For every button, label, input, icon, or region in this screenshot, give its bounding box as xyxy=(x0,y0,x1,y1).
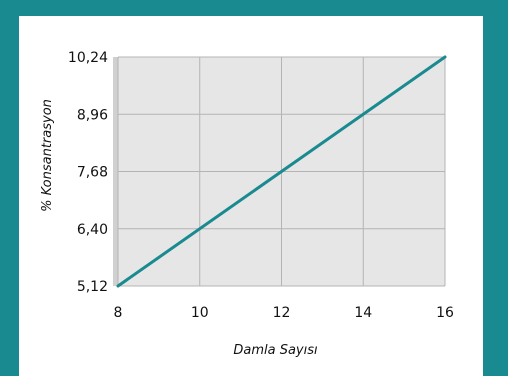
x-tick-label: 16 xyxy=(436,305,454,321)
series-group xyxy=(116,55,447,288)
chart-panel: 8 10 12 14 16 5,12 6,40 7,68 8,96 10,24 Damla Sa… xyxy=(19,16,483,376)
plot-shadow xyxy=(113,57,118,286)
x-tick-label: 10 xyxy=(191,305,209,321)
x-axis-ticks: 8 10 12 14 16 xyxy=(114,305,454,321)
line-chart: 8 10 12 14 16 5,12 6,40 7,68 8,96 10,24 Damla Sa… xyxy=(40,50,454,358)
y-tick-label: 6,40 xyxy=(77,222,108,238)
x-tick-label: 12 xyxy=(273,305,291,321)
y-axis-title: % Konsantrasyon xyxy=(40,99,55,212)
x-tick-label: 14 xyxy=(354,305,372,321)
x-axis-title: Damla Sayısı xyxy=(233,343,318,358)
y-tick-label: 10,24 xyxy=(68,50,108,66)
series-line-0 xyxy=(116,55,447,288)
y-tick-label: 5,12 xyxy=(77,279,108,295)
y-axis-ticks: 5,12 6,40 7,68 8,96 10,24 xyxy=(68,50,108,295)
y-tick-label: 8,96 xyxy=(77,107,108,123)
x-tick-label: 8 xyxy=(114,305,123,321)
y-tick-label: 7,68 xyxy=(77,165,108,181)
